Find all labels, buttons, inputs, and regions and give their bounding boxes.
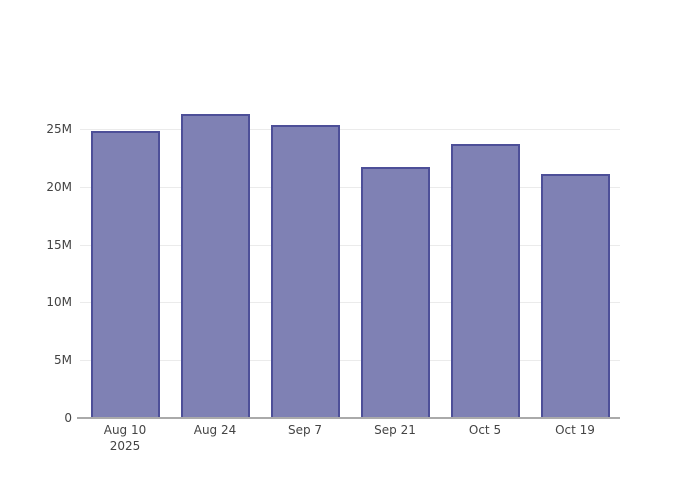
y-tick-label: 15M xyxy=(46,237,72,252)
gridline xyxy=(80,245,620,246)
x-tick-label: Aug 10 2025 xyxy=(80,422,170,454)
y-tick-label: 25M xyxy=(46,121,72,136)
bar-aug-24[interactable] xyxy=(180,113,250,418)
gridline xyxy=(80,302,620,303)
x-tick-year: 2025 xyxy=(109,439,141,453)
x-tick-date: Oct 19 xyxy=(555,423,595,437)
y-tick-label: 0 xyxy=(64,411,72,425)
bar-aug-10[interactable] xyxy=(90,131,160,418)
y-tick-label: 5M xyxy=(54,353,72,368)
x-tick-date: Oct 5 xyxy=(468,423,502,437)
bar-sep-21[interactable] xyxy=(360,167,430,418)
x-tick-label: Oct 5 xyxy=(440,422,530,438)
x-axis-line xyxy=(77,417,620,419)
bar-sep-7[interactable] xyxy=(270,125,340,418)
x-tick-label: Sep 21 xyxy=(350,422,440,438)
gridline xyxy=(80,360,620,361)
bar-oct-5[interactable] xyxy=(450,143,520,418)
x-tick-date: Aug 10 xyxy=(103,423,147,437)
y-tick-label: 10M xyxy=(46,295,72,310)
bar-oct-19[interactable] xyxy=(540,174,610,418)
gridline xyxy=(80,129,620,130)
x-tick-date: Aug 24 xyxy=(193,423,237,437)
x-tick-label: Sep 7 xyxy=(260,422,350,438)
y-tick-label: 20M xyxy=(46,179,72,194)
x-tick-date: Sep 7 xyxy=(287,423,323,437)
x-tick-date: Sep 21 xyxy=(374,423,416,437)
x-tick-label: Oct 19 xyxy=(530,422,620,438)
x-tick-label: Aug 24 xyxy=(170,422,260,438)
gridline xyxy=(80,187,620,188)
